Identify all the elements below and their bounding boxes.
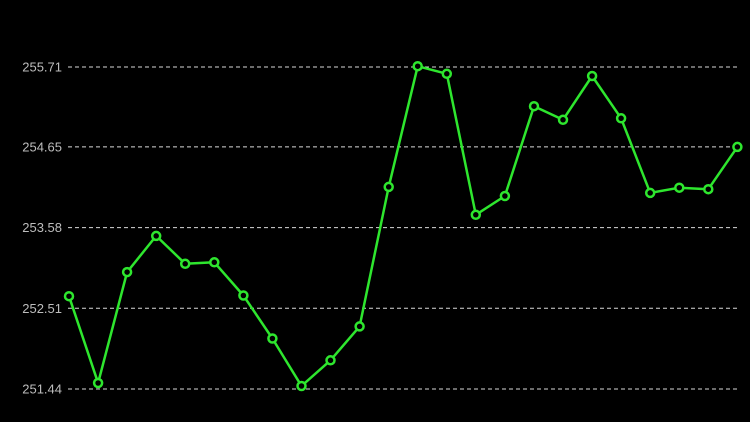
data-point-4 — [179, 258, 191, 270]
data-point-1 — [92, 377, 104, 389]
data-point-12 — [412, 60, 423, 72]
data-point-7 — [267, 333, 278, 344]
data-point-5 — [209, 257, 220, 268]
data-point-18 — [586, 70, 598, 82]
y-tick-label-2: 253.58 — [22, 220, 62, 235]
data-point-14 — [470, 209, 482, 221]
data-point-23 — [732, 141, 743, 153]
data-point-20 — [644, 187, 656, 199]
y-tick-label-3: 254.65 — [22, 139, 62, 154]
data-point-15 — [499, 190, 511, 202]
y-tick-label-0: 251.44 — [22, 382, 62, 397]
data-point-16 — [528, 100, 540, 112]
data-point-9 — [325, 355, 336, 366]
series-line-0 — [67, 64, 739, 388]
data-point-10 — [354, 321, 365, 332]
data-point-21 — [674, 182, 685, 193]
y-axis-tick-labels: 251.44 252.51 253.58 254.65 255.71 — [22, 60, 62, 397]
data-point-8 — [296, 380, 307, 392]
data-point-6 — [238, 290, 249, 301]
y-tick-label-4: 255.71 — [22, 60, 62, 75]
data-point-0 — [63, 290, 75, 302]
data-point-22 — [703, 183, 714, 195]
y-tick-label-1: 252.51 — [22, 301, 62, 316]
series — [67, 64, 739, 388]
data-point-3 — [150, 230, 162, 242]
data-point-13 — [441, 68, 453, 80]
data-point-17 — [557, 114, 569, 126]
data-point-11 — [383, 181, 394, 193]
data-point-19 — [615, 113, 627, 124]
data-point-2 — [121, 266, 133, 278]
data-points — [63, 60, 743, 392]
